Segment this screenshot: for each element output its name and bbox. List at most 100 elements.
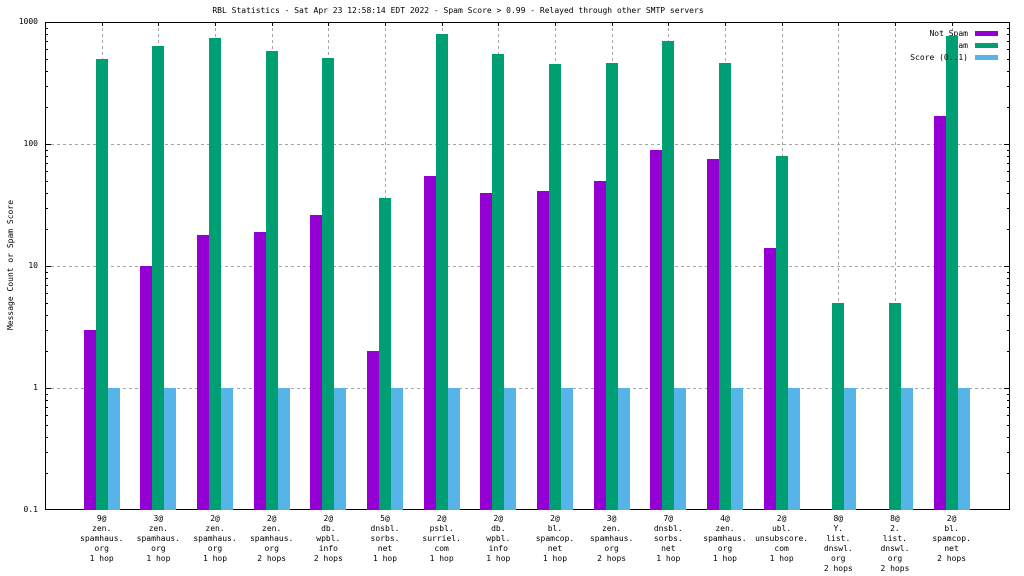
y-tick: [1007, 329, 1010, 331]
bar-score: [560, 388, 573, 510]
bar-score: [844, 388, 857, 510]
y-tick: [1007, 58, 1010, 60]
bar-score: [617, 388, 630, 510]
legend-swatch-score: [975, 55, 998, 60]
x-tick: [554, 22, 556, 26]
x-category-label: 7@ dnsbl. sorbs. net 1 hop: [653, 514, 683, 563]
bar-spam: [379, 198, 391, 510]
y-tick: [1007, 40, 1010, 42]
bar-not-spam: [706, 159, 719, 510]
y-tick: [1007, 277, 1010, 279]
bar-spam: [548, 63, 561, 510]
bar-score: [164, 388, 177, 510]
y-tick: [45, 70, 48, 72]
x-gridline: [894, 22, 896, 510]
x-gridline: [838, 22, 840, 510]
x-category-label: 2@ psbl. surriel. com 1 hop: [422, 514, 461, 563]
bar-score: [900, 388, 913, 510]
y-tick: [1007, 171, 1010, 173]
bar-score: [107, 388, 120, 510]
y-tick: [1007, 302, 1010, 304]
bar-not-spam: [367, 351, 379, 510]
y-tick: [45, 192, 48, 194]
x-tick: [951, 22, 953, 26]
y-tick: [45, 40, 48, 42]
legend-item-label: Score (0..1): [910, 52, 968, 62]
bar-spam: [718, 63, 731, 510]
y-tick: [45, 388, 51, 389]
y-tick: [45, 155, 48, 157]
bar-not-spam: [480, 192, 493, 510]
y-gridline: [45, 144, 1010, 145]
x-category-label: 3@ zen. spamhaus. org 1 hop: [136, 514, 181, 563]
y-tick: [45, 149, 48, 151]
bar-score: [674, 388, 687, 510]
x-category-label: 2@ bl. spamcop. net 2 hops: [932, 514, 971, 563]
y-tick: [1007, 293, 1010, 295]
x-tick: [158, 22, 160, 26]
legend-item-label: Spam: [948, 40, 968, 50]
y-tick-label: 100: [23, 139, 38, 148]
bar-spam: [322, 57, 335, 510]
y-tick: [1007, 49, 1010, 51]
y-tick: [45, 271, 48, 273]
legend-item-label: Not Spam: [929, 28, 968, 38]
bar-spam: [435, 34, 448, 510]
bar-score: [730, 388, 743, 510]
x-tick: [894, 22, 896, 26]
y-tick: [1007, 271, 1010, 273]
y-tick: [45, 277, 48, 279]
y-tick: [1007, 473, 1010, 475]
y-gridline: [45, 266, 1010, 267]
y-tick: [45, 180, 48, 182]
x-category-label: 2@ db. wpbl. info 2 hops: [313, 514, 343, 563]
bar-score: [504, 388, 517, 510]
bar-score: [447, 388, 460, 510]
y-tick: [45, 58, 48, 60]
bar-spam: [945, 35, 958, 510]
bar-score: [787, 388, 800, 510]
bar-spam: [209, 37, 222, 510]
y-tick: [45, 33, 48, 35]
bar-not-spam: [650, 149, 663, 510]
y-tick: [45, 415, 48, 417]
x-tick: [441, 22, 443, 26]
x-category-label: 2@ ubl. unsubscore. com 1 hop: [755, 514, 809, 563]
y-tick: [45, 85, 48, 87]
y-tick: [1007, 415, 1010, 417]
bar-score: [957, 388, 970, 510]
y-tick-label: 0.1: [23, 505, 38, 514]
chart-title: RBL Statistics - Sat Apr 23 12:58:14 EDT…: [212, 6, 704, 15]
y-tick: [45, 293, 48, 295]
x-tick: [101, 22, 103, 26]
y-tick: [1007, 424, 1010, 426]
y-tick-label: 1: [33, 383, 38, 392]
x-tick: [724, 22, 726, 26]
bar-not-spam: [763, 248, 776, 510]
y-tick: [45, 406, 48, 408]
y-tick: [1007, 207, 1010, 209]
y-tick: [45, 207, 48, 209]
bar-spam: [775, 156, 788, 510]
y-tick: [1004, 144, 1010, 145]
bar-score: [391, 388, 403, 510]
x-tick: [498, 22, 500, 26]
y-tick: [1007, 27, 1010, 29]
y-tick: [1007, 229, 1010, 231]
bar-not-spam: [933, 115, 946, 510]
y-tick: [1007, 180, 1010, 182]
y-tick: [45, 27, 48, 29]
y-tick: [45, 473, 48, 475]
y-tick: [1007, 393, 1010, 395]
x-category-label: 4@ zen. spamhaus. org 1 hop: [703, 514, 747, 563]
y-tick: [1007, 33, 1010, 35]
y-tick: [45, 107, 48, 109]
bar-not-spam: [83, 329, 96, 510]
legend-swatch-not-spam: [975, 31, 998, 36]
y-tick: [1007, 436, 1010, 438]
x-tick: [781, 22, 783, 26]
x-category-label: 9@ zen. spamhaus. org 1 hop: [80, 514, 124, 563]
y-tick: [45, 436, 48, 438]
bar-not-spam: [140, 266, 153, 510]
y-tick: [45, 424, 48, 426]
